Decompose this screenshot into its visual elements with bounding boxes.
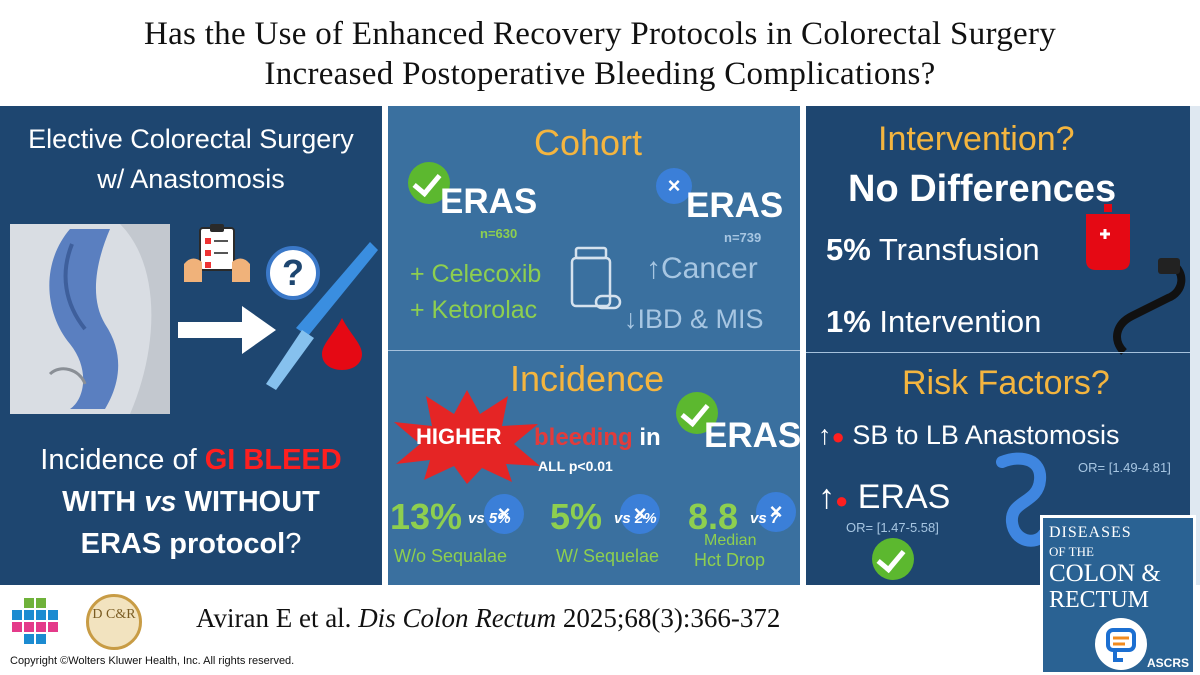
question-line-3: ERAS protocol? (80, 528, 302, 560)
dcr-logo: D C&R (86, 594, 142, 650)
arrow-down-icon (624, 304, 638, 334)
intervention-title: Intervention? (878, 120, 1075, 158)
check-circle-icon (872, 538, 914, 580)
drug-celecoxib: + Celecoxib (410, 260, 542, 288)
middle-panel: Cohort ERAS n=630 ERAS n=739 + Celecoxib… (388, 106, 802, 585)
risk-factor-1: ● SB to LB Anastomosis (818, 420, 1119, 451)
journal-title-3: COLON & (1049, 560, 1161, 587)
stat-label: W/ Sequelae (556, 546, 660, 566)
question-line-1: Incidence of GI BLEED (40, 444, 342, 476)
x-circle-icon (756, 492, 796, 532)
title-line-1: Has the Use of Enhanced Recovery Protoco… (143, 16, 1057, 52)
journal-title-2: OF THE (1049, 544, 1094, 559)
arrow-up-icon (818, 420, 832, 450)
stat-vs: vs 2% (614, 510, 657, 527)
x-circle-icon (620, 494, 660, 534)
risk-factor-2-or: OR= [1.47-5.58] (846, 520, 939, 535)
cohort-title: Cohort (534, 122, 643, 163)
title-line-2: Increased Postoperative Bleeding Complic… (264, 56, 936, 92)
eras-with-n: n=630 (480, 226, 518, 241)
stat-value: 13% (390, 496, 463, 537)
journal-cover: DISEASES OF THE COLON & RECTUM ASCRS (1040, 515, 1196, 675)
pill-bottle-icon (570, 246, 622, 310)
infographic-title: Has the Use of Enhanced Recovery Protoco… (0, 0, 1200, 106)
risk-factor-1-or: OR= [1.49-4.81] (1078, 460, 1171, 475)
check-circle-icon-eras (676, 392, 718, 434)
arrow-up-icon (818, 478, 835, 516)
citation: Aviran E et al. Dis Colon Rectum 2025;68… (196, 603, 781, 633)
left-heading-2: w/ Anastomosis (97, 164, 285, 194)
transfusion-stat: 5% Transfusion (826, 232, 1040, 267)
x-circle-icon (656, 168, 692, 204)
left-panel: Elective Colorectal Surgery w/ Anastomos… (0, 106, 382, 585)
arrow-right-icon (178, 306, 276, 354)
middle-divider (388, 350, 800, 351)
journal-title-4: RECTUM (1049, 587, 1150, 613)
question-line-2: WITH vs WITHOUT (62, 486, 320, 518)
scalpel-icon (266, 242, 378, 390)
arrow-up-icon (646, 252, 661, 285)
bleeding-in-text: bleeding in (534, 424, 661, 451)
stat-value: 5% (550, 496, 603, 537)
right-divider (806, 352, 1190, 353)
ascrs-label: ASCRS (1146, 656, 1189, 670)
stat-value: 8.8 (688, 496, 739, 537)
stat-label-median: Median (704, 532, 757, 549)
stat-vs: vs 7 (750, 510, 780, 527)
stat-vs: vs 5% (468, 510, 511, 527)
journal-title-1: DISEASES (1049, 524, 1132, 541)
blood-bag-icon (1086, 204, 1130, 270)
clipboard-checklist-icon (184, 224, 250, 282)
copyright: Copyright ©Wolters Kluwer Health, Inc. A… (10, 655, 295, 667)
risk-factor-2: ● ERAS (818, 478, 950, 517)
intestine-icon (996, 452, 1050, 547)
check-circle-icon (408, 162, 450, 204)
wolters-kluwer-logo-icon (12, 598, 58, 644)
no-differences: No Differences (848, 168, 1117, 210)
p-value: ALL p<0.01 (538, 458, 613, 474)
right-panel: Intervention? No Differences 5% Transfus… (806, 106, 1200, 585)
colon-illustration-icon (10, 224, 170, 414)
ascrs-emblem-icon (1095, 618, 1147, 670)
ibd-mis-down: IBD & MIS (624, 304, 764, 335)
starburst-icon (394, 390, 540, 484)
stat-label-hct: Hct Drop (694, 550, 766, 570)
left-heading-1: Elective Colorectal Surgery (28, 124, 354, 154)
endoscope-icon (1113, 258, 1186, 355)
blood-drop-icon (322, 318, 362, 370)
incidence-title: Incidence (510, 358, 665, 399)
eras-without-label: ERAS (686, 186, 784, 225)
question-circle-icon: ? (266, 246, 320, 300)
incidence-eras: ERAS (704, 416, 802, 455)
intervention-stat: 1% Intervention (826, 304, 1042, 339)
eras-without-n: n=739 (724, 230, 762, 245)
higher-text: HIGHER (416, 424, 502, 449)
risk-factors-title: Risk Factors? (902, 364, 1110, 402)
drug-ketorolac: + Ketorolac (410, 296, 538, 324)
x-circle-icon (484, 494, 524, 534)
blood-drop-icon: ● (831, 424, 845, 449)
stat-label: W/o Sequalae (394, 546, 508, 566)
cancer-up: Cancer (646, 252, 758, 286)
blood-drop-icon: ● (835, 488, 849, 513)
eras-with-label: ERAS (440, 182, 538, 221)
